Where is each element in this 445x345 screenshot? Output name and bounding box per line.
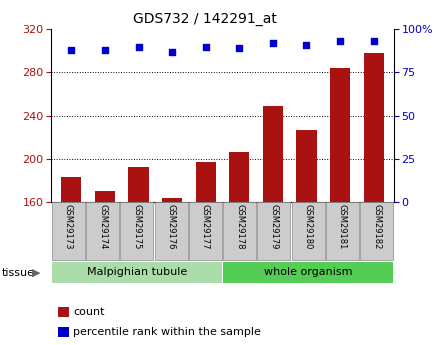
Bar (189, 202, 222, 260)
Text: GDS732 / 142291_at: GDS732 / 142291_at (133, 12, 277, 26)
Point (101, 47, 109, 53)
Text: GSM29178: GSM29178 (235, 204, 244, 249)
Bar (360, 202, 393, 260)
Bar (196, 162, 216, 202)
Bar (121, 202, 153, 260)
Point (68, 47, 75, 53)
Bar (263, 106, 283, 202)
Text: GSM29175: GSM29175 (132, 204, 142, 249)
Text: tissue: tissue (2, 268, 35, 277)
Text: percentile rank within the sample: percentile rank within the sample (73, 327, 261, 337)
Bar (229, 152, 249, 202)
Bar (330, 68, 350, 202)
Bar (86, 202, 119, 260)
Text: whole organism: whole organism (264, 267, 352, 277)
Point (135, 44, 142, 49)
Point (336, 39, 344, 44)
Point (269, 40, 276, 46)
Text: GSM29181: GSM29181 (338, 204, 347, 249)
Bar (95, 191, 115, 202)
Text: GSM29176: GSM29176 (166, 204, 176, 249)
Point (202, 44, 209, 49)
Point (303, 42, 310, 48)
Bar (296, 130, 316, 202)
Bar (258, 202, 290, 260)
Bar (162, 197, 182, 202)
Point (370, 39, 377, 44)
Bar (292, 202, 324, 260)
Text: GSM29182: GSM29182 (372, 204, 381, 249)
Text: Malpighian tubule: Malpighian tubule (87, 267, 187, 277)
Text: GSM29173: GSM29173 (64, 204, 73, 249)
Bar (155, 202, 187, 260)
Text: GSM29177: GSM29177 (201, 204, 210, 249)
Text: GSM29179: GSM29179 (269, 204, 279, 249)
Point (236, 46, 243, 51)
Bar (52, 202, 85, 260)
Text: ▶: ▶ (32, 268, 40, 277)
Bar (52, 262, 222, 284)
Text: GSM29174: GSM29174 (98, 204, 107, 249)
Text: count: count (73, 307, 105, 317)
Bar (326, 202, 359, 260)
Text: GSM29180: GSM29180 (303, 204, 313, 249)
Point (169, 49, 176, 55)
Bar (223, 262, 393, 284)
Bar (129, 167, 149, 202)
Bar (61, 177, 81, 202)
Bar (223, 202, 256, 260)
Bar (364, 53, 384, 202)
